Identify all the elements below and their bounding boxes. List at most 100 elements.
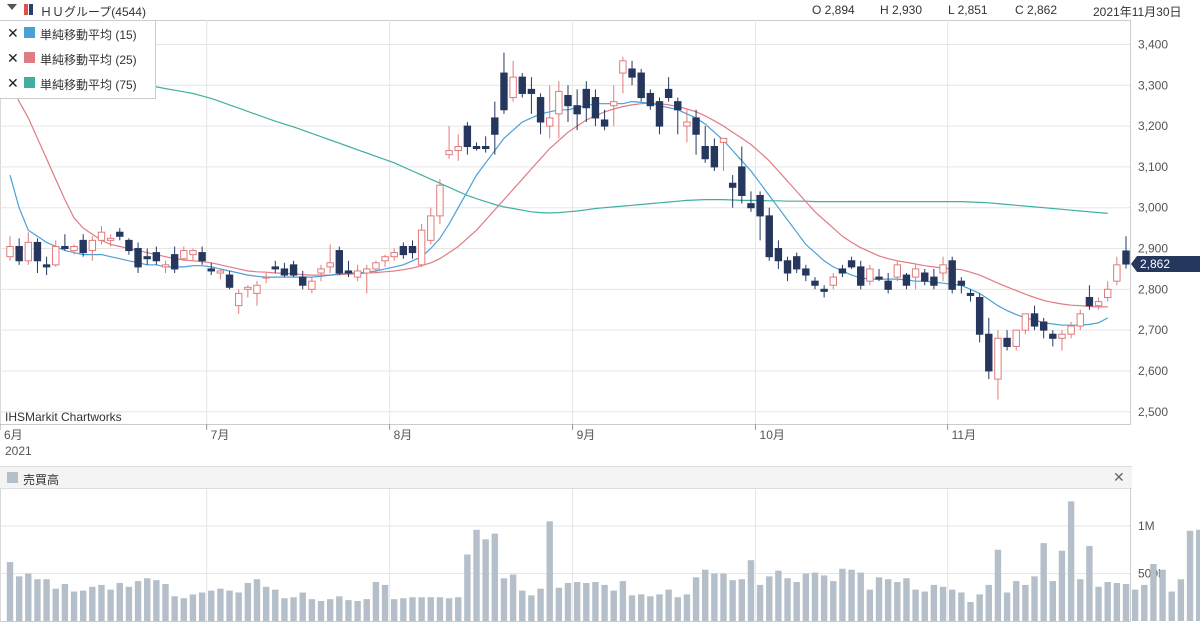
candle-body bbox=[747, 203, 755, 209]
candle-body bbox=[189, 250, 197, 256]
volume-bar bbox=[1104, 582, 1111, 621]
close-icon[interactable]: ✕ bbox=[1113, 469, 1125, 485]
remove-ma25-icon[interactable]: ✕ bbox=[7, 50, 19, 66]
volume-bar bbox=[208, 590, 215, 621]
time-tick-label: 10月 bbox=[760, 428, 785, 442]
time-tick-label: 9月 bbox=[577, 428, 596, 442]
candle-body bbox=[280, 268, 289, 276]
volume-bar bbox=[180, 598, 188, 621]
candle-body bbox=[1104, 288, 1112, 298]
candle-body bbox=[884, 280, 892, 290]
candle-body bbox=[1058, 333, 1066, 339]
volume-bar bbox=[1122, 583, 1130, 621]
volume-bar bbox=[702, 569, 709, 621]
volume-label: 売買高 bbox=[23, 473, 60, 487]
collapse-toggle-icon[interactable] bbox=[7, 4, 17, 10]
volume-bar bbox=[656, 594, 663, 621]
candle-body bbox=[116, 231, 124, 237]
low-value: L 2,851 bbox=[948, 3, 988, 17]
volume-bar bbox=[1168, 591, 1175, 621]
candle-body bbox=[436, 184, 444, 217]
candle-body bbox=[802, 268, 810, 276]
ma15-label: 単純移動平均 (15) bbox=[40, 28, 137, 42]
candle-body bbox=[134, 248, 142, 268]
candle-body bbox=[180, 250, 188, 260]
time-tick-label: 8月 bbox=[394, 428, 413, 442]
candle-body bbox=[42, 264, 51, 268]
ma75-line bbox=[9, 60, 1108, 214]
volume-bar bbox=[473, 529, 480, 621]
candle-body bbox=[61, 245, 69, 250]
candle-body bbox=[244, 286, 252, 290]
close-value: C 2,862 bbox=[1015, 3, 1058, 17]
volume-bar bbox=[1058, 550, 1066, 621]
volume-bar bbox=[1095, 586, 1102, 621]
candle-body bbox=[408, 245, 417, 254]
volume-bar bbox=[381, 584, 389, 621]
volume-bar bbox=[573, 582, 581, 621]
volume-bar bbox=[6, 562, 14, 621]
volume-bar bbox=[427, 597, 434, 621]
volume-bar bbox=[1022, 584, 1029, 621]
candle-body bbox=[161, 264, 170, 268]
volume-bar bbox=[290, 597, 297, 621]
candle-body bbox=[710, 146, 719, 168]
candle-body bbox=[728, 182, 737, 188]
volume-bar bbox=[820, 575, 828, 621]
candle-body bbox=[372, 262, 380, 270]
volume-bar bbox=[912, 589, 919, 621]
candle-body bbox=[463, 125, 472, 148]
candle-body bbox=[921, 272, 929, 282]
volume-bar bbox=[583, 583, 590, 621]
remove-ma15-icon[interactable]: ✕ bbox=[7, 25, 19, 41]
volume-bar bbox=[784, 578, 791, 621]
candle-body bbox=[427, 215, 435, 241]
volume-bar bbox=[153, 580, 160, 621]
candle-body bbox=[619, 60, 627, 74]
candle-body bbox=[253, 284, 261, 294]
volume-bar bbox=[939, 586, 947, 621]
candle-body bbox=[234, 292, 243, 307]
volume-bar bbox=[336, 596, 343, 621]
volume-bar bbox=[390, 599, 398, 621]
candle-body bbox=[481, 146, 490, 150]
candle-body bbox=[509, 76, 517, 99]
candle-body bbox=[792, 256, 801, 270]
candle-body bbox=[527, 88, 536, 94]
candle-body bbox=[207, 268, 215, 272]
candle-body bbox=[546, 117, 554, 127]
volume-bar bbox=[1031, 576, 1038, 621]
candle-body bbox=[866, 268, 874, 282]
volume-bar bbox=[857, 572, 864, 621]
candle-body bbox=[262, 276, 270, 279]
candle-body bbox=[143, 256, 151, 260]
candle-body bbox=[939, 264, 947, 274]
price-tick-label: 3,100 bbox=[1138, 160, 1168, 174]
indicator-legend: ✕ 単純移動平均 (15) ✕ 単純移動平均 (25) ✕ 単純移動平均 (75… bbox=[0, 20, 156, 99]
candle-body bbox=[948, 260, 956, 290]
candle-body bbox=[472, 146, 481, 150]
candle-body bbox=[390, 252, 398, 258]
remove-ma75-icon[interactable]: ✕ bbox=[7, 75, 19, 91]
candle-body bbox=[70, 245, 78, 252]
volume-bar bbox=[692, 577, 700, 621]
volume-bar bbox=[1131, 589, 1139, 621]
date-label: 2021年11月30日 bbox=[1093, 5, 1182, 19]
volume-bar bbox=[875, 577, 883, 621]
candle-body bbox=[536, 97, 545, 123]
volume-bar bbox=[866, 589, 874, 621]
volume-bar bbox=[610, 590, 617, 621]
candle-body bbox=[417, 229, 426, 266]
candle-body bbox=[875, 276, 883, 280]
stock-title: ＨＵグループ(4544) bbox=[40, 5, 146, 19]
candle-body bbox=[1003, 337, 1011, 347]
volume-bar bbox=[235, 592, 242, 621]
volume-panel-header: 売買高 ✕ bbox=[0, 466, 1132, 489]
price-tick-label: 2,800 bbox=[1138, 282, 1168, 296]
candle-body bbox=[15, 245, 23, 262]
candle-body bbox=[573, 105, 581, 115]
volume-bar bbox=[839, 568, 846, 621]
candle-body bbox=[637, 72, 645, 99]
volume-bar bbox=[244, 583, 252, 621]
